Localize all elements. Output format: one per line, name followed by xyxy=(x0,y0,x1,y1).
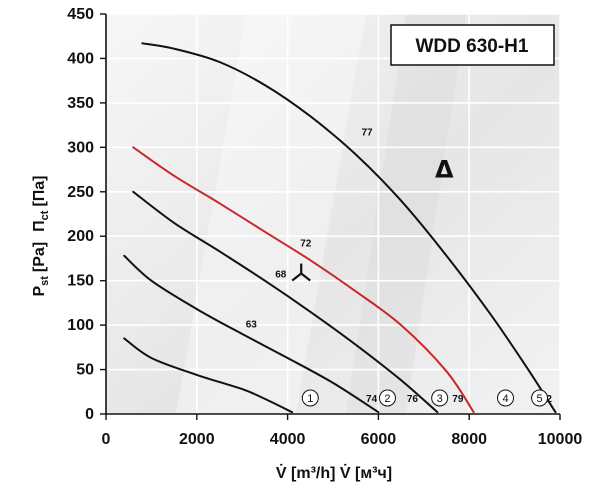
curve-value-label: 72 xyxy=(300,238,312,249)
svg-text:Pst[Pa]Пct[Па]: Pst [Pa] Пct [Па] xyxy=(31,175,51,296)
curve-marker-label: 5 xyxy=(537,393,543,405)
series-line-4 xyxy=(132,146,475,414)
y-tick-label: 50 xyxy=(76,362,94,379)
plot-area xyxy=(106,14,560,414)
curve-marker-5: 5 xyxy=(531,389,549,407)
y-tick-label: 450 xyxy=(67,6,94,23)
curve-value-label: 79 xyxy=(452,394,464,405)
curve-value-label: 74 xyxy=(366,394,378,405)
curve-marker-label: 3 xyxy=(437,393,443,405)
y-tick-label: 250 xyxy=(67,184,94,201)
curve-value-label: 76 xyxy=(407,394,419,405)
y-axis-primary-sub: st xyxy=(39,276,51,286)
curve-marker-circle xyxy=(531,389,549,407)
x-tick-label: 0 xyxy=(102,431,111,448)
delta-connection-symbol: Δ xyxy=(435,156,454,184)
y-axis-secondary-unit: [Па] xyxy=(31,175,48,206)
star-symbol-right-leg xyxy=(300,272,311,282)
y-axis-primary-symbol: P xyxy=(31,286,48,297)
model-title: WDD 630-H1 xyxy=(416,36,529,57)
series-lines xyxy=(123,42,557,414)
model-box-frame xyxy=(390,24,555,66)
series-line-1 xyxy=(123,337,294,414)
series-line-2 xyxy=(123,254,380,414)
y-tick-label: 350 xyxy=(67,95,94,112)
curve-value-label: 68 xyxy=(275,270,287,281)
y-tick-label: 150 xyxy=(67,273,94,290)
curve-value-label: 77 xyxy=(361,127,373,138)
curve-marker-circle xyxy=(378,389,396,407)
y-tick-label: 100 xyxy=(67,317,94,334)
series-line-3 xyxy=(132,190,439,414)
annotations: Δ xyxy=(291,156,454,282)
curve-marker-label: 4 xyxy=(502,393,508,405)
curve-markers: 1 2 3 4 5 xyxy=(301,389,549,407)
y-axis-primary-unit: [Pa] xyxy=(31,242,48,272)
curve-marker-3: 3 xyxy=(431,389,449,407)
model-box: WDD 630-H1 xyxy=(390,24,555,66)
star-connection-symbol xyxy=(291,263,311,282)
x-tick-label: 6000 xyxy=(361,431,397,448)
axes xyxy=(100,13,561,420)
curve-marker-4: 4 xyxy=(497,389,515,407)
curve-marker-1: 1 xyxy=(301,389,319,407)
y-tick-label: 300 xyxy=(67,139,94,156)
series-line-5 xyxy=(141,42,557,414)
y-axis-secondary-symbol: П xyxy=(31,220,48,232)
background-shade xyxy=(176,14,366,414)
x-tick-label: 2000 xyxy=(179,431,215,448)
plot-background xyxy=(106,14,560,414)
curve-marker-circle xyxy=(497,389,515,407)
curve-marker-label: 2 xyxy=(384,393,390,405)
y-tick-label: 0 xyxy=(85,406,94,423)
x-tick-label: 8000 xyxy=(451,431,487,448)
x-axis-title: V̇ [m³/h] V̇ [м³ч] xyxy=(276,464,392,482)
y-tick-labels: 0 50 100 150 200 250 300 350 400 450 xyxy=(67,6,94,423)
y-tick-label: 400 xyxy=(67,50,94,67)
x-tick-label: 10000 xyxy=(538,431,583,448)
curve-marker-label: 1 xyxy=(307,393,313,405)
background-shade xyxy=(346,14,466,414)
star-symbol-left-leg xyxy=(291,272,302,282)
curve-value-label: 63 xyxy=(246,319,258,330)
y-tick-label: 200 xyxy=(67,228,94,245)
x-tick-label: 4000 xyxy=(270,431,306,448)
curve-marker-circle xyxy=(301,389,319,407)
y-axis-secondary-sub: ct xyxy=(39,210,51,220)
x-tick-labels: 0 2000 4000 6000 8000 10000 xyxy=(102,431,583,448)
y-axis-title: Pst [Pa] Пct [Па] xyxy=(31,175,51,296)
curve-marker-circle xyxy=(431,389,449,407)
curve-marker-2: 2 xyxy=(378,389,396,407)
